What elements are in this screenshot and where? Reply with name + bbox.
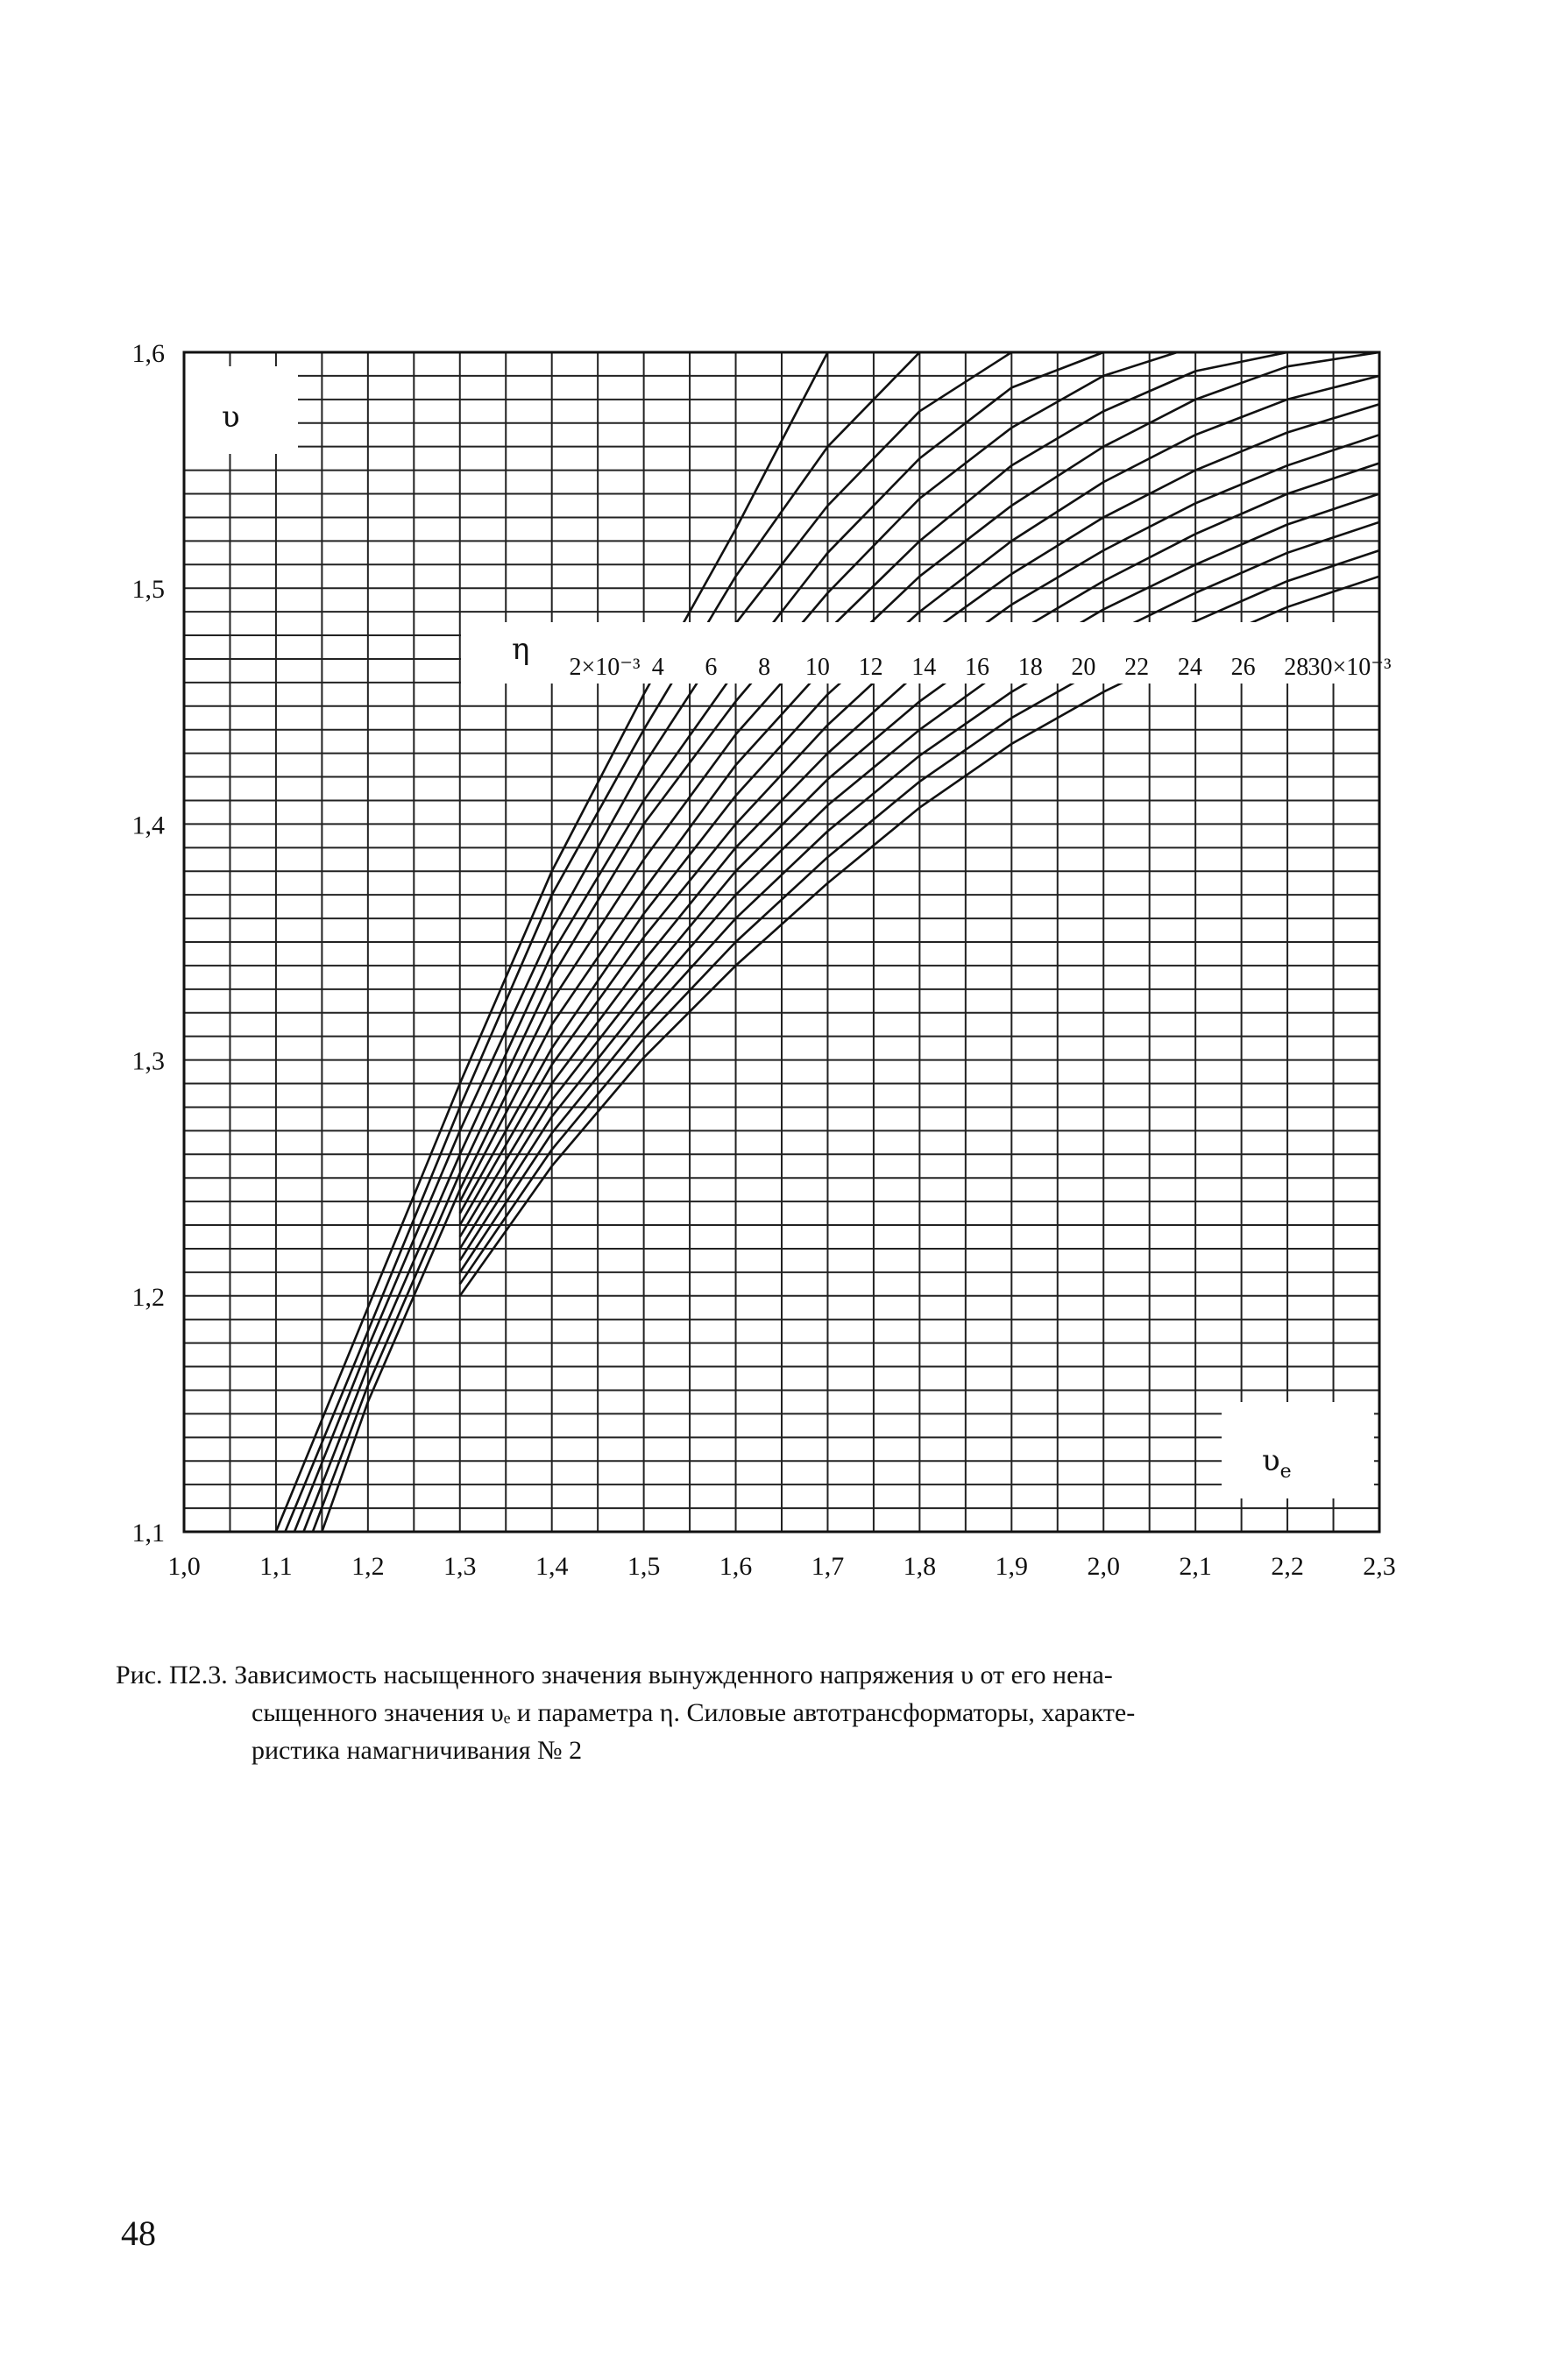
eta-label: 8 xyxy=(758,654,770,681)
x-tick-label: 1,3 xyxy=(443,1552,477,1581)
x-tick-label: 2,2 xyxy=(1271,1552,1304,1581)
eta-label: 4 xyxy=(652,654,664,681)
eta-label: 16 xyxy=(965,654,989,681)
page-number: 48 xyxy=(121,2214,156,2253)
eta-label: 20 xyxy=(1071,654,1095,681)
eta-label: 18 xyxy=(1018,654,1043,681)
x-tick-label: 1,4 xyxy=(535,1552,569,1581)
y-tick-label: 1,4 xyxy=(132,811,166,839)
curve-eta-22 xyxy=(458,462,1380,1250)
curve-eta-16 xyxy=(458,374,1380,1215)
curve-eta-2×10⁻³ xyxy=(274,351,829,1533)
eta-label: 10 xyxy=(805,654,830,681)
curve-eta-24 xyxy=(458,492,1380,1262)
x-label-box xyxy=(1222,1402,1374,1498)
eta-symbol: η xyxy=(512,632,529,667)
curve-eta-28 xyxy=(458,549,1380,1286)
caption-line-3: ристика намагничивания № 2 xyxy=(252,1736,583,1765)
eta-label-box xyxy=(461,622,1388,684)
curve-eta-4 xyxy=(284,351,921,1533)
curve-eta-10 xyxy=(311,351,1178,1533)
x-tick-label: 1,1 xyxy=(259,1552,293,1581)
caption-line-1: Рис. П2.3. Зависимость насыщенного значе… xyxy=(116,1661,1113,1689)
x-axis-label-sub: e xyxy=(1280,1461,1292,1483)
x-axis-label: υe xyxy=(1262,1443,1292,1483)
eta-label: 12 xyxy=(859,654,883,681)
tick-labels: 1,0 1,1 1,2 1,3 1,4 1,5 1,6 1,7 1,8 1,9 2,0 2,1 2,2 2… xyxy=(132,339,1396,1581)
y-axis-label: υ xyxy=(222,400,240,435)
x-tick-label: 1,2 xyxy=(351,1552,385,1581)
x-tick-label: 2,1 xyxy=(1179,1552,1212,1581)
curve-eta-6 xyxy=(293,351,1013,1533)
eta-label: 26 xyxy=(1231,654,1256,681)
x-tick-label: 2,3 xyxy=(1363,1552,1396,1581)
eta-label: 22 xyxy=(1124,654,1149,681)
eta-labels: 2×10⁻³ 4 6 8 10 12 14 16 18 20 22 24 26 28 30×10⁻³ xyxy=(570,654,1392,681)
grid xyxy=(184,352,1379,1532)
x-tick-label: 1,0 xyxy=(167,1552,201,1581)
eta-label: 14 xyxy=(911,654,936,681)
eta-label: 2×10⁻³ xyxy=(570,654,641,681)
caption-line-2: сыщенного значения υₑ и параметра η. Сил… xyxy=(252,1698,1136,1727)
y-tick-label: 1,3 xyxy=(132,1047,166,1076)
y-tick-label: 1,5 xyxy=(132,575,166,604)
x-tick-label: 1,6 xyxy=(719,1552,753,1581)
x-tick-label: 1,8 xyxy=(904,1552,937,1581)
curve-eta-26 xyxy=(458,521,1380,1273)
eta-label: 24 xyxy=(1178,654,1202,681)
x-tick-label: 2,0 xyxy=(1087,1552,1120,1581)
figure-caption: Рис. П2.3. Зависимость насыщенного значе… xyxy=(116,1656,1430,1769)
eta-label: 6 xyxy=(705,654,717,681)
y-tick-label: 1,6 xyxy=(132,339,166,368)
chart: 1,0 1,1 1,2 1,3 1,4 1,5 1,6 1,7 1,8 1,9 2,0 2,1 2,2 2… xyxy=(132,339,1396,1581)
x-tick-label: 1,9 xyxy=(996,1552,1029,1581)
plot-frame xyxy=(182,351,1381,1534)
eta-label: 30×10⁻³ xyxy=(1308,654,1392,681)
y-tick-label: 1,2 xyxy=(132,1283,166,1312)
eta-label: 28 xyxy=(1284,654,1308,681)
x-tick-label: 1,5 xyxy=(627,1552,661,1581)
curve-eta-14 xyxy=(458,351,1380,1202)
x-tick-label: 1,7 xyxy=(811,1552,845,1581)
y-label-box xyxy=(181,366,298,454)
curve-eta-8 xyxy=(302,351,1104,1533)
y-tick-label: 1,1 xyxy=(132,1519,166,1548)
